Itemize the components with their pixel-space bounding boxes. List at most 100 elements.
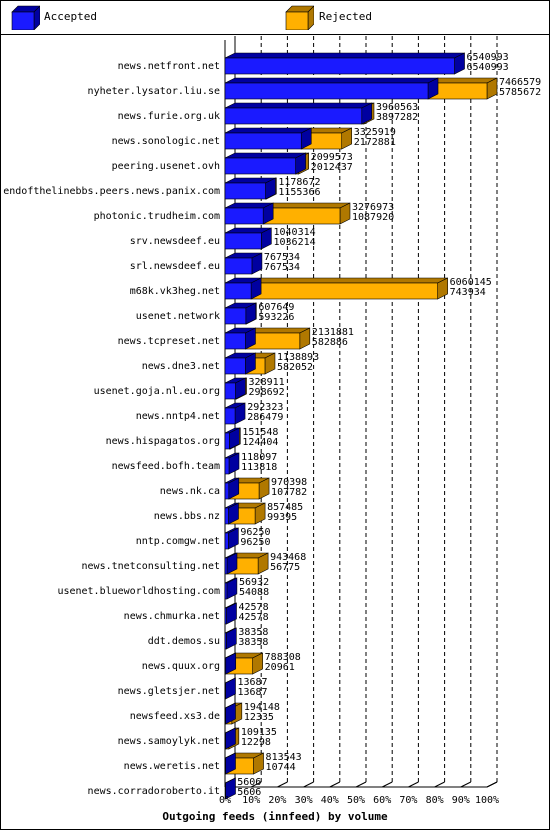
value-label-offered: 943468: [270, 552, 306, 563]
tick-diag-4: [329, 781, 341, 788]
bar-rejected-front: [250, 282, 438, 300]
bar-accepted-front: [224, 757, 226, 775]
value-label-accepted: 2012437: [311, 162, 353, 173]
category-label: news.corradoroberto.it: [88, 786, 220, 797]
category-label: ddt.demos.su: [148, 636, 220, 647]
value-label-offered: 813543: [266, 752, 302, 763]
value-label-offered: 1178672: [278, 177, 320, 188]
value-label-offered: 6060145: [450, 277, 492, 288]
tick-diag-7: [408, 781, 419, 788]
x-tick-label: 80%: [426, 795, 444, 806]
category-label: news.samoylyk.net: [118, 736, 220, 747]
category-label: news.bbs.nz: [154, 511, 220, 522]
x-axis-end: [486, 781, 498, 788]
value-label-accepted: 124404: [242, 437, 278, 448]
category-label: news.weretis.net: [124, 761, 220, 772]
value-label-offered: 857485: [267, 502, 303, 513]
value-label-accepted: 582886: [312, 337, 348, 348]
legend: Accepted Rejected: [0, 0, 550, 35]
bar-accepted: [224, 152, 306, 175]
bar-accepted-front: [224, 582, 228, 600]
category-label: peering.usenet.ovh: [112, 161, 220, 172]
bar-accepted-front: [224, 307, 247, 325]
bar-accepted: [224, 727, 236, 750]
bar-accepted-front: [224, 432, 230, 450]
bar-accepted: [224, 677, 236, 700]
bar-accepted-front: [224, 282, 252, 300]
bar-accepted: [224, 52, 465, 75]
value-label-offered: 2131881: [312, 327, 354, 338]
bar-rejected-top: [263, 202, 351, 209]
value-label-offered: 767534: [264, 252, 300, 263]
bar-accepted-front: [224, 157, 296, 175]
tick-diag-3: [303, 781, 314, 788]
value-label-accepted: 12298: [241, 737, 271, 748]
value-label-offered: 788308: [265, 652, 301, 663]
bar-accepted: [224, 652, 237, 675]
bar-accepted-front: [224, 57, 455, 75]
bar-accepted: [224, 627, 237, 650]
legend-rejected-swatch: [284, 4, 315, 31]
value-label-accepted: 99395: [267, 512, 297, 523]
bar-accepted: [224, 377, 246, 400]
bar-accepted-top: [224, 52, 465, 59]
value-label-accepted: 20961: [265, 662, 295, 673]
legend-accepted-label: Accepted: [44, 10, 97, 23]
tick-diag-2: [277, 781, 288, 788]
bar-accepted: [224, 752, 236, 775]
bar-accepted-front: [224, 482, 230, 500]
category-label: news.chmurka.net: [124, 611, 220, 622]
value-label-accepted: 6540993: [467, 62, 509, 73]
category-label: news.tcpreset.net: [118, 336, 220, 347]
bar-accepted: [224, 702, 236, 725]
bar-accepted-front: [224, 732, 226, 750]
category-label: news.netfront.net: [118, 61, 220, 72]
bar-accepted-front: [224, 107, 363, 125]
value-label-offered: 109135: [241, 727, 277, 738]
value-label-accepted: 1155366: [278, 187, 320, 198]
x-tick-label: 0%: [219, 795, 231, 806]
value-label-accepted: 10744: [266, 762, 296, 773]
value-label-accepted: 42578: [238, 612, 268, 623]
value-label-accepted: 3897282: [376, 112, 418, 123]
bar-accepted-front: [224, 657, 227, 675]
bar-rejected-front: [262, 207, 341, 225]
category-label: news.nntp4.net: [136, 411, 220, 422]
bar-accepted: [224, 452, 240, 475]
bar-accepted: [224, 177, 276, 200]
value-label-accepted: 743934: [450, 287, 486, 298]
labels-layer: 0% 10% 20% 30% 40% 50% 60% 70% 80% 90% 100% news.ne…: [3, 52, 541, 806]
category-label: m68k.vk3heg.net: [130, 286, 220, 297]
value-label-offered: 607649: [258, 302, 294, 313]
bar-accepted: [224, 477, 240, 500]
legend-accepted-swatch: [10, 4, 41, 31]
category-label: news.gletsjer.net: [118, 686, 220, 697]
bar-accepted: [224, 127, 312, 150]
value-label-accepted: 298692: [249, 387, 285, 398]
value-label-offered: 151548: [242, 427, 278, 438]
value-label-accepted: 113818: [241, 462, 277, 473]
bar-accepted-front: [224, 232, 262, 250]
bar-accepted-top: [224, 152, 306, 159]
value-label-accepted: 1036214: [274, 237, 316, 248]
bar-accepted-front: [224, 682, 226, 700]
bar-accepted-front: [224, 607, 227, 625]
bar-accepted: [224, 552, 238, 575]
bar-accepted: [224, 202, 274, 225]
value-label-accepted: 286479: [247, 412, 283, 423]
bar-accepted-front: [224, 507, 229, 525]
value-label-accepted: 96250: [240, 537, 270, 548]
bar-accepted: [224, 527, 239, 550]
value-label-offered: 56932: [239, 577, 269, 588]
tick-diag-8: [434, 781, 445, 788]
category-label: endofthelinebbs.peers.news.panix.com: [3, 186, 220, 197]
category-label: news.sonologic.net: [112, 136, 220, 147]
category-label: newsfeed.bofh.team: [112, 461, 220, 472]
category-label: srv.newsdeef.eu: [130, 236, 220, 247]
bar-accepted: [224, 602, 237, 625]
value-label-offered: 13687: [237, 677, 267, 688]
x-tick-label: 60%: [373, 795, 391, 806]
bar-rejected-top: [250, 277, 448, 284]
x-tick-label: 30%: [295, 795, 313, 806]
